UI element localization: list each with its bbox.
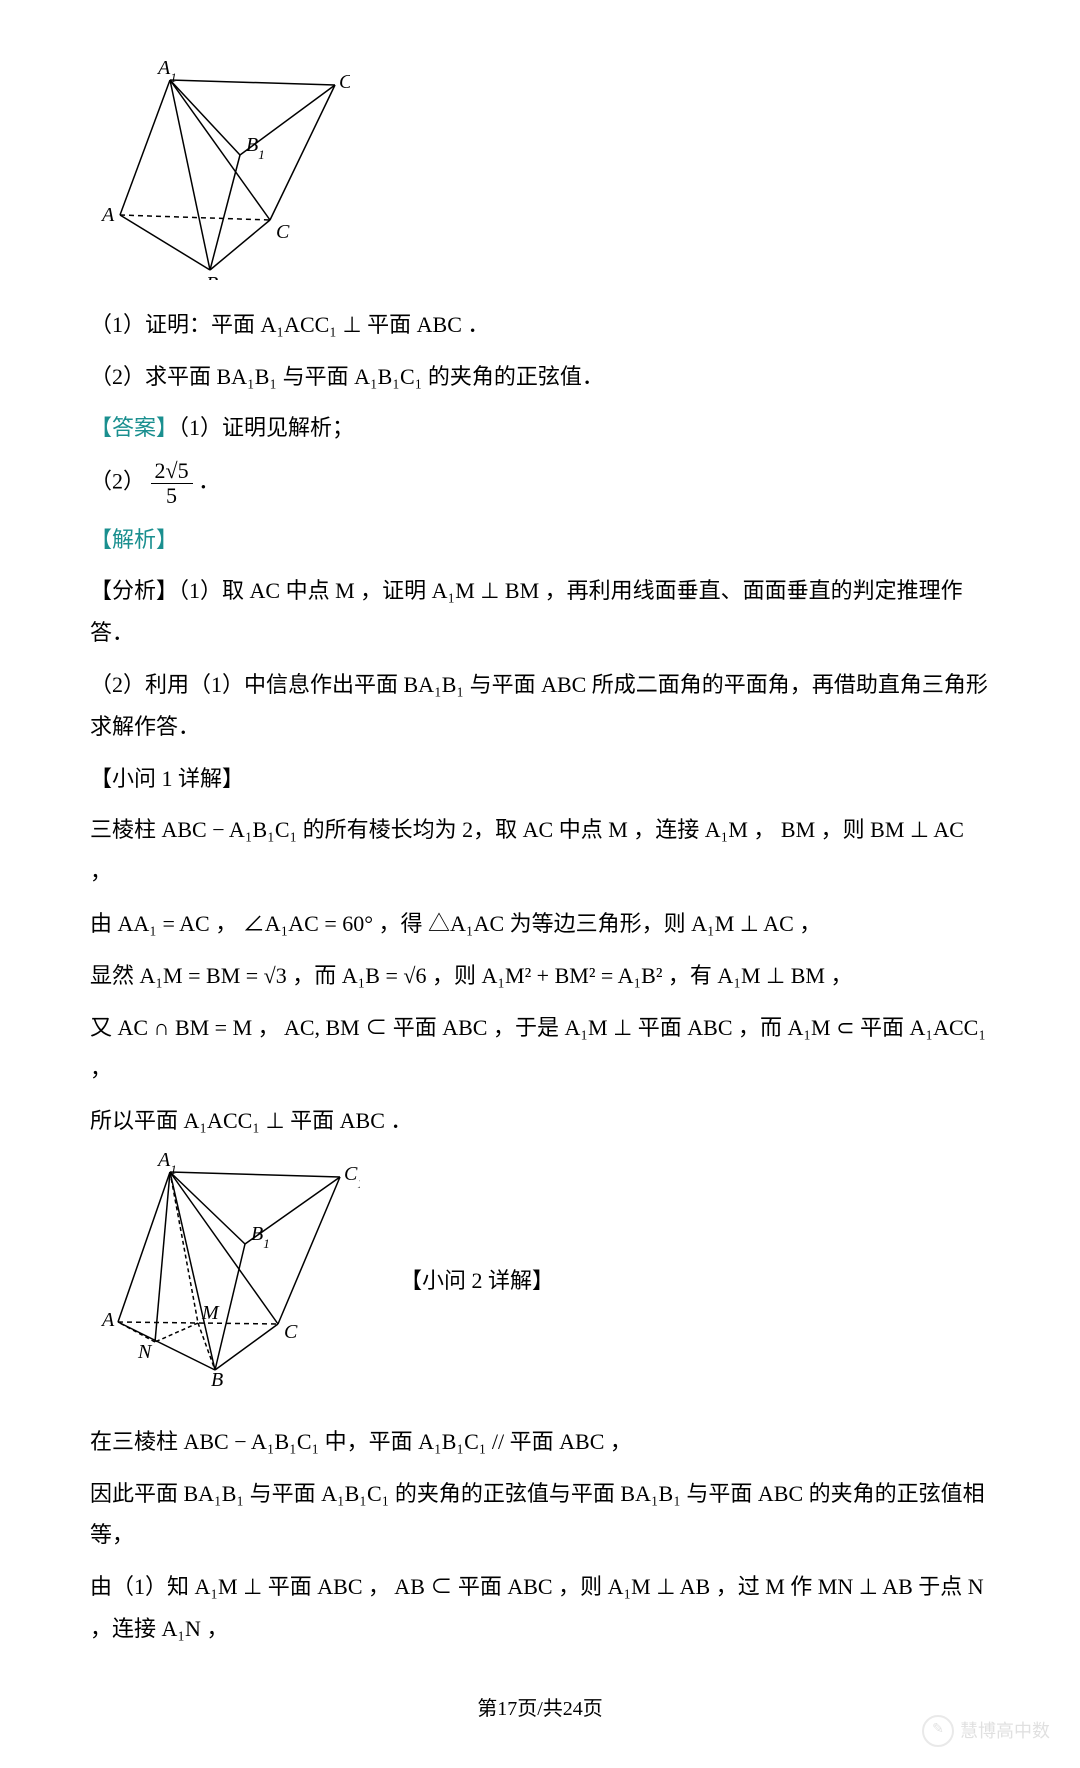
- frac-den: 5: [151, 484, 193, 508]
- answer-2-suffix: ．: [198, 469, 220, 494]
- svg-text:N: N: [137, 1341, 153, 1363]
- s2-line-1: 在三棱柱 ABC − A₁B₁C₁ 中，平面 A₁B₁C₁ // 平面 ABC …: [90, 1421, 990, 1463]
- fenxi-label: 【分析】: [90, 578, 178, 603]
- watermark: ✎ 慧博高中数: [922, 1714, 1050, 1748]
- question-2: （2）求平面 BA₁B₁ 与平面 A₁B₁C₁ 的夹角的正弦值．: [90, 356, 990, 398]
- answer-label: 【答案】: [90, 415, 178, 440]
- figure2-row: A B C A1 B1 C1 M N 【小问 2 详解】: [90, 1152, 990, 1411]
- svg-text:B: B: [211, 1369, 223, 1387]
- analysis-label: 【解析】: [90, 519, 990, 561]
- answer-1: （1）证明见解析；: [178, 415, 354, 440]
- fenxi-1-text: （1）取 AC 中点 M ，证明 A₁M ⊥ BM ，再利用线面垂直、面面垂直的…: [90, 578, 963, 645]
- svg-text:A: A: [100, 1309, 115, 1331]
- watermark-icon: ✎: [922, 1715, 954, 1747]
- answer-block: 【答案】（1）证明见解析；: [90, 407, 990, 449]
- svg-text:B: B: [206, 273, 218, 280]
- fenxi-line-1: 【分析】（1）取 AC 中点 M ，证明 A₁M ⊥ BM ，再利用线面垂直、面…: [90, 570, 990, 654]
- frac-num: 2√5: [151, 459, 193, 484]
- s1-line-3: 显然 A₁M = BM = √3 ，而 A₁B = √6 ，则 A₁M² + B…: [90, 955, 990, 997]
- fenxi-line-2: （2）利用（1）中信息作出平面 BA₁B₁ 与平面 ABC 所成二面角的平面角，…: [90, 664, 990, 748]
- s2-line-3: 由（1）知 A₁M ⊥ 平面 ABC ， AB ⊂ 平面 ABC ，则 A₁M …: [90, 1566, 990, 1650]
- sub1-label: 【小问 1 详解】: [90, 758, 990, 800]
- s2-line-2: 因此平面 BA₁B₁ 与平面 A₁B₁C₁ 的夹角的正弦值与平面 BA₁B₁ 与…: [90, 1473, 990, 1557]
- s1-line-1: 三棱柱 ABC − A₁B₁C₁ 的所有棱长均为 2，取 AC 中点 M ，连接…: [90, 809, 990, 893]
- answer-2-fraction: 2√5 5: [151, 459, 193, 508]
- question-1: （1）证明：平面 A₁ACC₁ ⊥ 平面 ABC ．: [90, 304, 990, 346]
- svg-text:C: C: [284, 1321, 298, 1343]
- svg-text:M: M: [201, 1302, 220, 1324]
- svg-text:A: A: [100, 204, 115, 226]
- figure-2-svg: A B C A1 B1 C1 M N: [100, 1152, 360, 1387]
- svg-text:C: C: [276, 221, 290, 243]
- sub2-label: 【小问 2 详解】: [400, 1260, 554, 1302]
- answer-2-prefix: （2）: [90, 469, 145, 494]
- s1-line-2: 由 AA₁ = AC ， ∠A₁AC = 60° ，得 △A₁AC 为等边三角形…: [90, 903, 990, 945]
- s1-line-5: 所以平面 A₁ACC₁ ⊥ 平面 ABC ．: [90, 1100, 990, 1142]
- figure-1-svg: A B C A1 B1 C1: [100, 60, 350, 280]
- figure-1: A B C A1 B1 C1: [100, 60, 990, 294]
- watermark-text-1: 慧博高中数: [960, 1714, 1050, 1748]
- answer-2: （2） 2√5 5 ．: [90, 459, 990, 508]
- svg-text:C1: C1: [339, 71, 350, 99]
- svg-text:C1: C1: [344, 1163, 360, 1191]
- svg-text:B1: B1: [251, 1223, 270, 1251]
- svg-text:A1: A1: [156, 1152, 177, 1177]
- s1-line-4: 又 AC ∩ BM = M ， AC, BM ⊂ 平面 ABC ，于是 A₁M …: [90, 1007, 990, 1091]
- page-footer: 第17页/共24页: [90, 1690, 990, 1728]
- svg-text:A1: A1: [156, 60, 177, 85]
- figure-2: A B C A1 B1 C1 M N: [100, 1152, 360, 1401]
